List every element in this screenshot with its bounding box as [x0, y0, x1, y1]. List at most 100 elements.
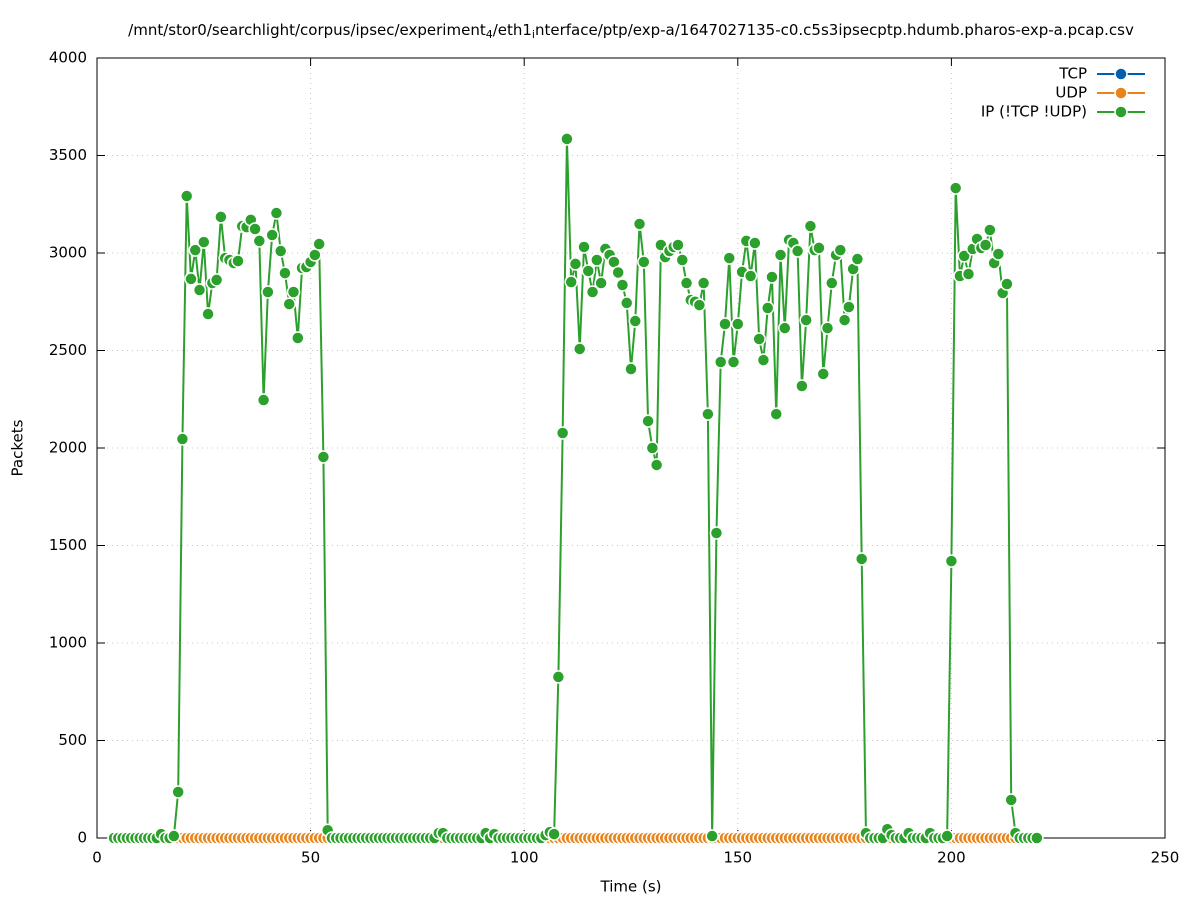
data-point — [179, 189, 194, 203]
data-point — [184, 272, 198, 286]
data-point — [261, 285, 275, 299]
legend-marker — [1114, 86, 1128, 100]
data-point — [624, 362, 638, 376]
data-point — [713, 355, 728, 369]
y-tick-label: 1500 — [49, 536, 87, 554]
data-point — [269, 206, 284, 220]
y-tick-label: 1000 — [49, 634, 87, 652]
data-point — [192, 283, 207, 297]
data-point — [1030, 831, 1044, 845]
legend-label: UDP — [1055, 84, 1087, 102]
data-point — [692, 298, 707, 312]
data-point — [615, 278, 630, 292]
y-tick-label: 4000 — [49, 49, 87, 67]
data-point — [590, 253, 604, 267]
data-point — [948, 181, 963, 195]
data-point — [769, 407, 783, 421]
data-point — [837, 313, 852, 327]
data-point — [778, 321, 792, 335]
data-point — [568, 257, 583, 271]
data-point — [547, 827, 561, 841]
data-point — [795, 379, 809, 393]
x-tick-label: 250 — [1151, 849, 1180, 867]
data-point — [316, 450, 331, 464]
legend-marker — [1114, 105, 1128, 119]
y-tick-label: 2500 — [49, 341, 87, 359]
data-point — [799, 313, 813, 327]
data-point — [197, 235, 211, 249]
y-tick-label: 3500 — [49, 146, 87, 164]
data-point — [765, 270, 779, 284]
data-point — [560, 132, 574, 146]
data-point — [790, 244, 805, 258]
data-point — [167, 829, 181, 843]
data-point — [978, 238, 993, 252]
data-point — [551, 670, 566, 684]
x-tick-label: 200 — [937, 849, 966, 867]
x-axis-label: Time (s) — [600, 878, 662, 896]
y-tick-label: 500 — [58, 731, 87, 749]
data-point — [214, 210, 228, 224]
data-point — [555, 426, 570, 440]
legend-marker — [1114, 67, 1128, 81]
data-point — [572, 342, 587, 356]
chart-title: /mnt/stor0/searchlight/corpus/ipsec/expe… — [128, 21, 1134, 42]
data-point — [773, 248, 788, 262]
data-point — [944, 554, 959, 568]
y-axis-label: Packets — [9, 419, 27, 476]
data-point — [803, 219, 818, 233]
data-point — [991, 247, 1006, 261]
data-point — [696, 276, 711, 290]
data-point — [726, 355, 741, 369]
data-point — [175, 432, 190, 446]
data-point — [564, 275, 578, 289]
data-point — [312, 237, 326, 251]
data-point — [705, 829, 719, 843]
data-point — [273, 244, 288, 258]
data-point — [718, 317, 732, 331]
data-point — [201, 307, 215, 321]
x-tick-label: 0 — [92, 849, 102, 867]
data-point — [231, 254, 245, 268]
data-point — [256, 393, 271, 407]
data-point — [743, 269, 758, 283]
data-point — [748, 236, 762, 250]
data-point — [752, 332, 766, 346]
data-point — [1004, 793, 1018, 807]
data-point — [628, 314, 643, 328]
legend-label: TCP — [1058, 65, 1087, 83]
data-point — [675, 253, 690, 267]
data-point — [649, 458, 664, 472]
data-point — [585, 285, 600, 299]
data-point — [983, 223, 997, 237]
data-point — [282, 297, 296, 311]
data-point — [957, 249, 971, 263]
data-point — [816, 367, 830, 381]
data-point — [632, 217, 647, 231]
data-point — [940, 829, 954, 843]
data-point — [722, 251, 737, 265]
data-point — [265, 228, 279, 242]
data-point — [577, 240, 591, 254]
data-point — [619, 296, 634, 310]
data-point — [248, 222, 262, 236]
y-tick-label: 3000 — [49, 244, 87, 262]
data-point — [756, 353, 771, 367]
data-point — [731, 317, 745, 331]
data-point — [637, 255, 651, 269]
data-point — [278, 266, 292, 280]
data-point — [188, 243, 203, 257]
data-point — [842, 300, 856, 314]
data-point — [825, 276, 839, 290]
data-point — [594, 276, 608, 290]
x-tick-label: 100 — [510, 849, 539, 867]
data-point — [645, 441, 660, 455]
data-point — [1000, 277, 1014, 291]
data-point — [854, 552, 869, 566]
data-point — [641, 414, 655, 428]
data-point — [581, 264, 596, 278]
data-point — [760, 301, 775, 315]
data-point — [671, 238, 685, 252]
data-point — [611, 265, 625, 280]
